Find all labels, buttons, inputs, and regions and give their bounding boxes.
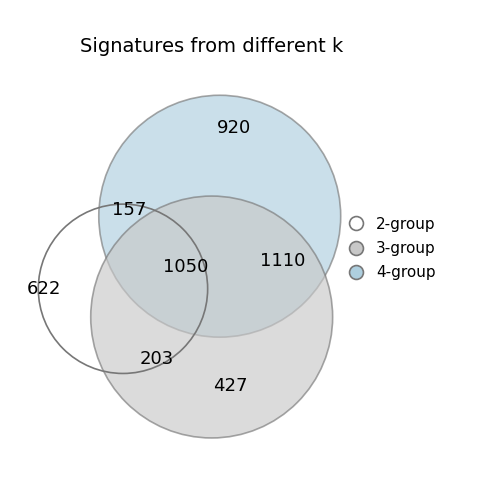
Legend: 2-group, 3-group, 4-group: 2-group, 3-group, 4-group	[348, 217, 435, 280]
Text: 1110: 1110	[260, 251, 305, 270]
Text: 203: 203	[140, 350, 174, 368]
Title: Signatures from different k: Signatures from different k	[80, 37, 343, 56]
Text: 920: 920	[217, 118, 251, 137]
Text: 622: 622	[27, 280, 61, 298]
Text: 157: 157	[112, 201, 146, 219]
Circle shape	[99, 95, 341, 337]
Text: 1050: 1050	[163, 258, 208, 276]
Circle shape	[91, 196, 333, 438]
Text: 427: 427	[213, 376, 247, 395]
